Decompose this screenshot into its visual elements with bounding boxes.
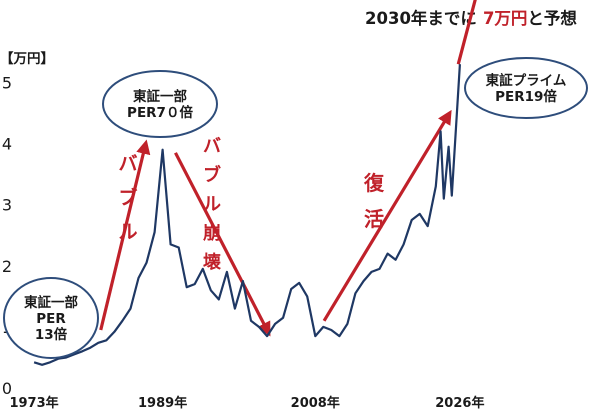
series-line <box>33 64 461 366</box>
collapse-label-char: 壊 <box>203 252 221 273</box>
x-axis-ticks: 1973年 1989年 2008年 2026年 <box>9 395 484 411</box>
y-tick-label: 2 <box>2 257 12 276</box>
bubble-arrow <box>99 139 151 331</box>
callout-start-outline <box>3 277 99 359</box>
callout-prime-outline <box>464 57 588 119</box>
target-arrow <box>456 0 477 65</box>
recovery-label-char: 復 <box>363 171 385 195</box>
y-tick-label: 0 <box>2 379 12 398</box>
x-tick-label: 1989年 <box>138 395 187 409</box>
collapse-label-char: 崩 <box>203 222 221 244</box>
callout-prime-text: 東証プライム <box>486 72 567 89</box>
callout-start-text: PER <box>36 311 66 327</box>
callout-start-text: 13倍 <box>35 326 68 343</box>
y-tick-label: 4 <box>2 135 12 154</box>
title-highlight: 7万円 <box>483 9 527 28</box>
y-axis-ticks: 012345 <box>2 74 12 398</box>
callout-peak-text: PER7０倍 <box>127 104 193 121</box>
trend-arrows <box>99 0 477 337</box>
title-suffix: と予想 <box>527 8 577 28</box>
bubble-label-char: バ <box>118 153 137 175</box>
y-tick-label: 5 <box>2 74 12 93</box>
collapse-arrow <box>174 152 271 337</box>
chart-title: 2030年までに 7万円と予想 <box>365 8 577 28</box>
x-tick-label: 2008年 <box>291 395 340 409</box>
title-prefix: 2030年までに <box>365 8 477 28</box>
series-layer <box>33 64 461 366</box>
y-axis-unit: 【万円】 <box>0 51 54 67</box>
x-tick-label: 2026年 <box>435 395 484 409</box>
recovery-arrow <box>322 109 452 322</box>
bubble-label-char: ブ <box>118 186 137 209</box>
collapse-label-char: ブ <box>203 164 221 186</box>
collapse-label-char: ル <box>203 194 221 215</box>
recovery-label-char: 活 <box>364 207 384 231</box>
y-tick-label: 3 <box>2 196 12 215</box>
collapse-label-char: バ <box>203 136 221 157</box>
callout-prime-text: PER19倍 <box>495 88 557 105</box>
callout-peak-text: 東証一部 <box>133 88 187 105</box>
x-tick-label: 1973年 <box>9 395 58 409</box>
bubble-label-char: ル <box>118 221 137 243</box>
callout-start-text: 東証一部 <box>24 294 78 311</box>
callout-peak-outline <box>102 70 218 138</box>
